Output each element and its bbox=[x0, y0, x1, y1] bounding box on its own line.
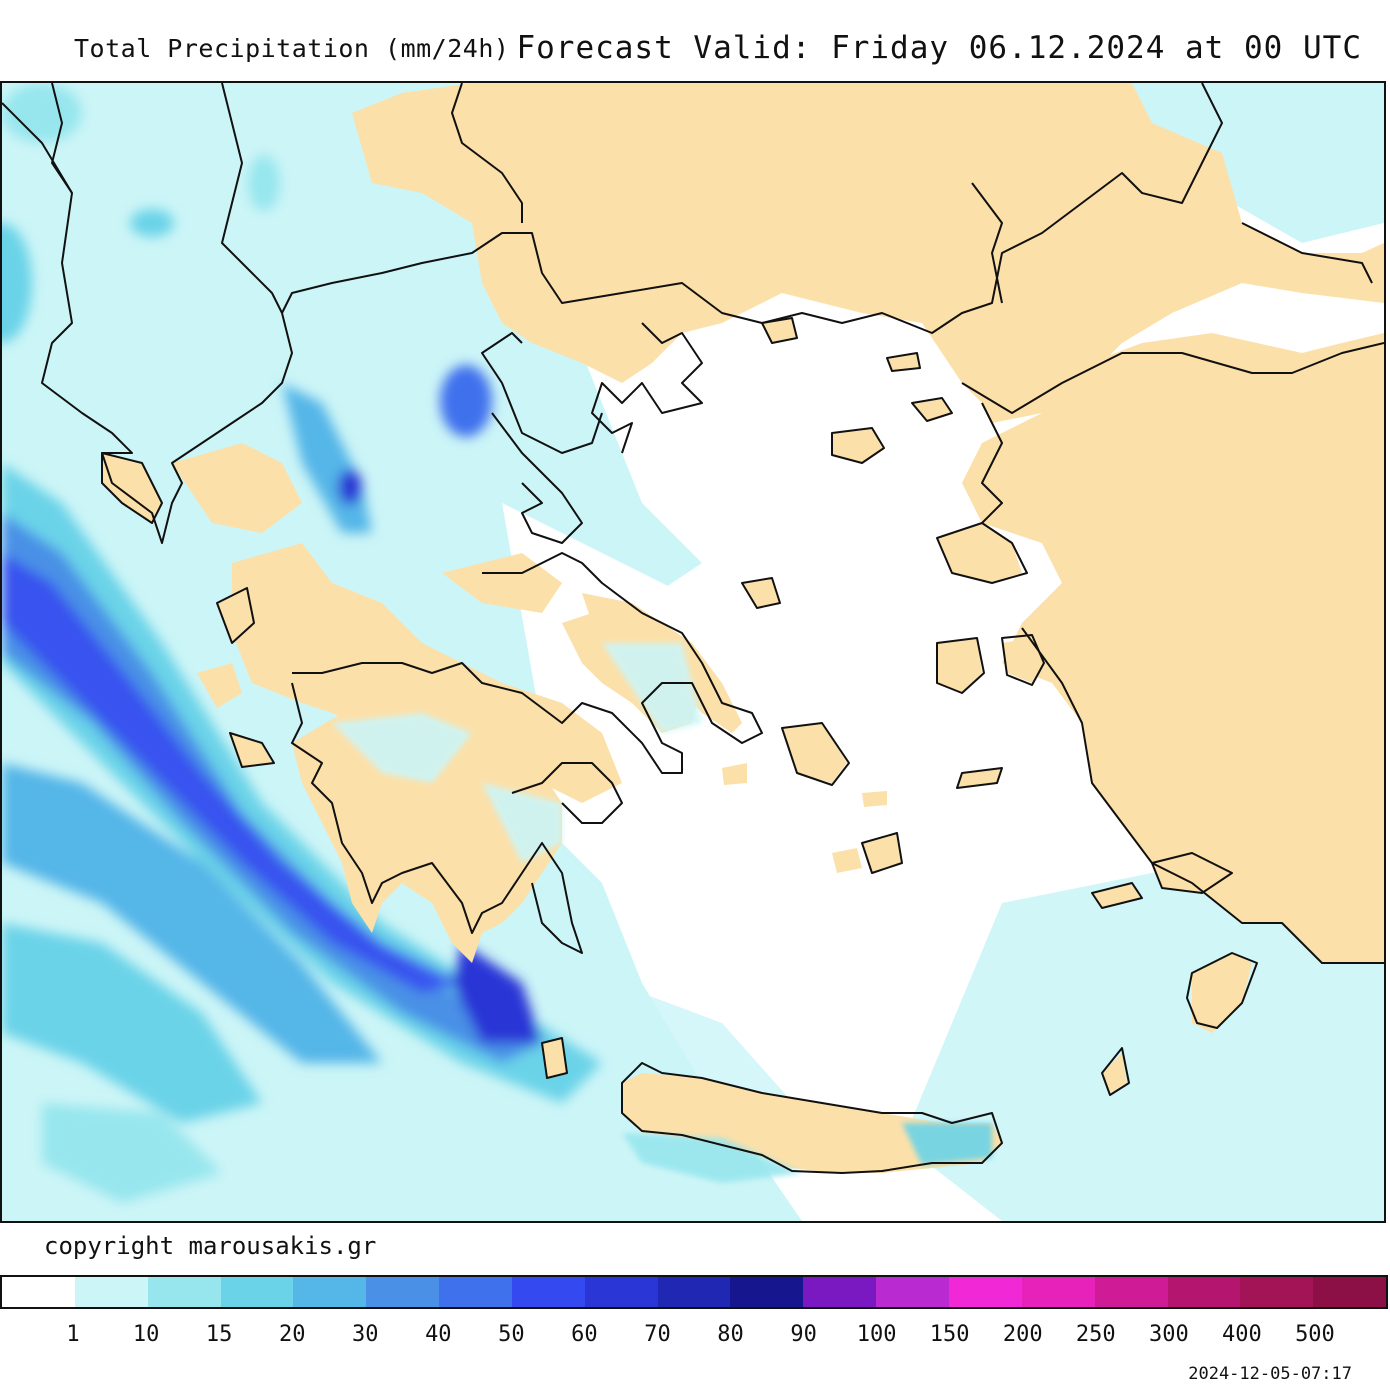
legend-swatch bbox=[1313, 1277, 1387, 1307]
precip-zone-light-southeast bbox=[902, 863, 1384, 1221]
precip-band-ionian bbox=[2, 463, 602, 1203]
legend-swatch bbox=[1167, 1277, 1241, 1307]
legend-swatch bbox=[2, 1277, 75, 1307]
legend-tick-label: 30 bbox=[352, 1322, 379, 1347]
legend-swatch bbox=[803, 1277, 877, 1307]
legend-swatch bbox=[1021, 1277, 1095, 1307]
copyright-text: copyright marousakis.gr bbox=[44, 1232, 377, 1260]
legend-tick-label: 300 bbox=[1148, 1322, 1189, 1347]
legend-swatch bbox=[439, 1277, 512, 1307]
legend-swatch bbox=[876, 1277, 949, 1307]
legend-tick-label: 80 bbox=[717, 1322, 744, 1347]
legend-tick-label: 250 bbox=[1075, 1322, 1116, 1347]
coastlines-borders bbox=[2, 83, 1384, 1174]
legend-tick-label: 20 bbox=[278, 1322, 306, 1347]
land-masses bbox=[102, 83, 1384, 1173]
legend-swatch bbox=[511, 1277, 585, 1307]
legend-swatch bbox=[147, 1277, 221, 1307]
legend-swatch bbox=[584, 1277, 658, 1307]
legend-tick-label: 1 bbox=[66, 1322, 80, 1347]
legend-swatch bbox=[1094, 1277, 1168, 1307]
forecast-valid-time: Forecast Valid: Friday 06.12.2024 at 00 … bbox=[516, 30, 1362, 66]
map-title: Total Precipitation (mm/24h) bbox=[74, 34, 510, 63]
legend-tick-label: 200 bbox=[1002, 1322, 1043, 1347]
legend-tick-label: 40 bbox=[425, 1322, 452, 1347]
legend-tick-label: 150 bbox=[929, 1322, 970, 1347]
legend-tick-label: 60 bbox=[571, 1322, 598, 1347]
color-scale-legend bbox=[0, 1275, 1388, 1309]
legend-tick-label: 90 bbox=[790, 1322, 817, 1347]
legend-tick-label: 70 bbox=[644, 1322, 671, 1347]
legend-tick-label: 50 bbox=[498, 1322, 525, 1347]
legend-swatch bbox=[293, 1277, 367, 1307]
precipitation-map bbox=[0, 81, 1386, 1223]
legend-swatch bbox=[948, 1277, 1022, 1307]
precip-cells-north bbox=[2, 83, 492, 533]
legend-swatch bbox=[220, 1277, 294, 1307]
legend-tick-label: 100 bbox=[856, 1322, 897, 1347]
legend-swatch bbox=[366, 1277, 440, 1307]
color-scale-ticks: 1 10 15 20 30 40 50 60 70 80 90 100 150 200 250 300 400 5… bbox=[0, 1322, 1390, 1352]
legend-tick-label: 15 bbox=[205, 1322, 233, 1347]
run-timestamp: 2024-12-05-07:17 bbox=[1188, 1364, 1352, 1384]
legend-swatch bbox=[657, 1277, 731, 1307]
legend-swatch bbox=[74, 1277, 148, 1307]
legend-swatch bbox=[1240, 1277, 1314, 1307]
legend-tick-label: 500 bbox=[1295, 1322, 1335, 1347]
legend-swatch bbox=[730, 1277, 804, 1307]
legend-tick-label: 10 bbox=[132, 1322, 160, 1347]
legend-tick-label: 400 bbox=[1222, 1322, 1262, 1347]
